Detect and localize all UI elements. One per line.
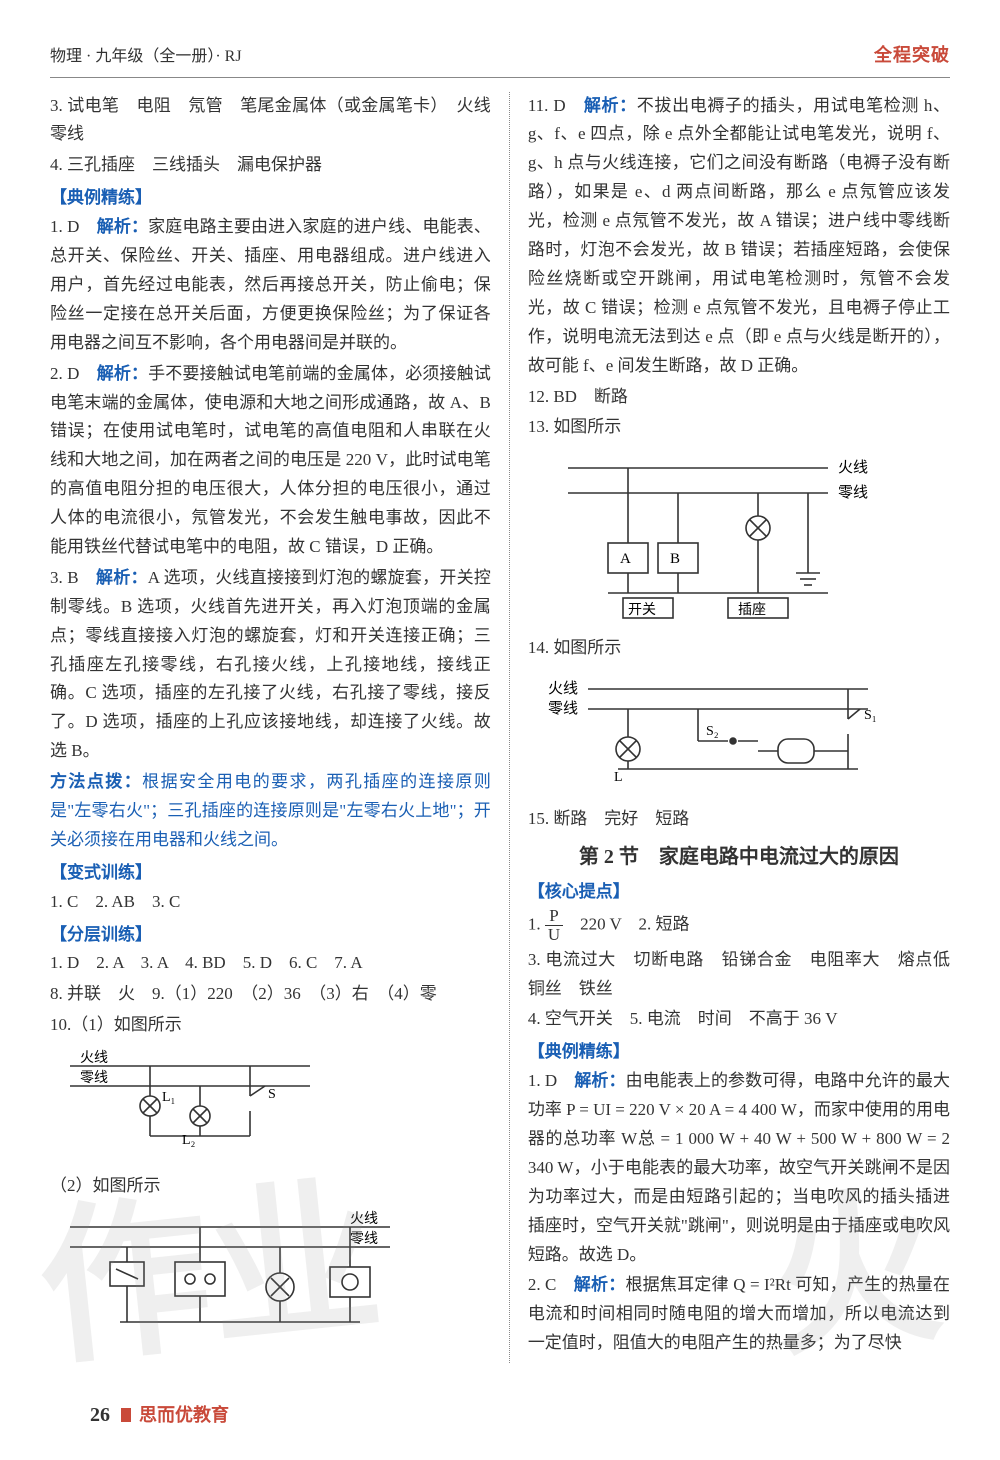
rd2: 2. C 解析：根据焦耳定律 Q = I²Rt 可知，产生的热量在电流和时间相同… <box>528 1271 950 1358</box>
rd1-num: 1. D <box>528 1071 575 1090</box>
bsx-ans: 1. C 2. AB 3. C <box>50 888 491 917</box>
fcx-l1: 1. D 2. A 3. A 4. BD 5. D 6. C 7. A <box>50 949 491 978</box>
f14-s1: S₁ <box>864 708 877 723</box>
f13-kg: 开关 <box>628 602 656 618</box>
hx-3: 3. 电流过大 切断电路 铅锑合金 电阻率大 熔点低 铜丝 铁丝 <box>528 946 950 1004</box>
dl3-body: A 选项，火线直接接到灯泡的螺旋套，开关控制零线。B 选项，火线首先进开关，再入… <box>50 568 491 760</box>
footer-brand: 思而优教育 <box>139 1405 229 1425</box>
rd1-tag: 解析： <box>574 1071 625 1090</box>
dl3-num: 3. B <box>50 568 96 587</box>
footer: 26 思而优教育 <box>90 1398 229 1432</box>
footer-mark-icon <box>121 1408 131 1422</box>
dl1-tag: 解析： <box>97 217 148 236</box>
hx1b: 220 V 2. 短路 <box>563 914 689 933</box>
hx-4: 4. 空气开关 5. 电流 时间 不高于 36 V <box>528 1005 950 1034</box>
right-column: 11. D 解析：不拔出电褥子的插头，用试电笔检测 h、g、f、e 四点，除 e… <box>509 92 950 1363</box>
rd1-body: 由电能表上的参数可得，电路中允许的最大功率 P = UI = 220 V × 2… <box>528 1071 950 1263</box>
header-right: 全程突破 <box>874 40 950 71</box>
page-number: 26 <box>90 1404 110 1426</box>
r14: 14. 如图所示 <box>528 634 950 663</box>
rd1: 1. D 解析：由电能表上的参数可得，电路中允许的最大功率 P = UI = 2… <box>528 1067 950 1269</box>
ans-3: 3. 试电笔 电阻 氖管 笔尾金属体（或金属笔卡） 火线 零线 <box>50 92 491 150</box>
dl-3: 3. B 解析：A 选项，火线直接接到灯泡的螺旋套，开关控制零线。B 选项，火线… <box>50 564 491 766</box>
rd2-tag: 解析： <box>574 1275 626 1294</box>
figure-10-1: 火线 零线 L₁ L₂ S <box>50 1046 350 1166</box>
dl1-num: 1. D <box>50 217 97 236</box>
section-hexin: 【核心提点】 <box>528 878 950 907</box>
fcx-l2: 8. 并联 火 9.（1）220 （2）36 （3）右 （4）零 <box>50 980 491 1009</box>
dl2-num: 2. D <box>50 364 97 383</box>
dl-1: 1. D 解析：家庭电路主要由进入家庭的进户线、电能表、总开关、保险丝、开关、插… <box>50 213 491 357</box>
chapter-2-title: 第 2 节 家庭电路中电流过大的原因 <box>528 840 950 874</box>
lbl10b-hx: 火线 <box>350 1211 378 1227</box>
lbl-lx: 零线 <box>80 1070 108 1086</box>
r11: 11. D 解析：不拔出电褥子的插头，用试电笔检测 h、g、f、e 四点，除 e… <box>528 92 950 381</box>
ffdbk: 方法点拨：根据安全用电的要求，两孔插座的连接原则是"左零右火"；三孔插座的连接原… <box>50 768 491 855</box>
r11-num: 11. D <box>528 96 584 115</box>
fraction: PU <box>545 907 563 944</box>
r11-body: 不拔出电褥子的插头，用试电笔检测 h、g、f、e 四点，除 e 点外全都能让试电… <box>528 96 950 375</box>
frac-num: P <box>545 907 563 926</box>
f14-lx: 零线 <box>548 700 578 717</box>
dl2-body: 手不要接触试电笔前端的金属体，必须接触试电笔末端的金属体，使电源和大地之间形成通… <box>50 364 491 556</box>
page-header: 物理 · 九年级（全一册）· RJ 全程突破 <box>50 40 950 78</box>
r12: 12. BD 断路 <box>528 383 950 412</box>
figure-10-2: 火线 零线 <box>50 1207 410 1357</box>
dl3-tag: 解析： <box>96 568 148 587</box>
hx1a: 1. <box>528 914 545 933</box>
lbl-l2: L₂ <box>182 1133 196 1148</box>
section-fenceng: 【分层训练】 <box>50 921 491 950</box>
lbl10b-lx: 零线 <box>350 1231 378 1247</box>
r15: 15. 断路 完好 短路 <box>528 805 950 834</box>
f13-lx: 零线 <box>838 484 868 501</box>
ffdbk-tag: 方法点拨： <box>50 772 142 791</box>
header-left: 物理 · 九年级（全一册）· RJ <box>50 43 242 70</box>
figure-13: 火线 零线 A B 开关 插座 <box>528 448 908 628</box>
f13-a: A <box>620 551 631 567</box>
two-column-layout: 3. 试电笔 电阻 氖管 笔尾金属体（或金属笔卡） 火线 零线 4. 三孔插座 … <box>50 92 950 1363</box>
f13-b: B <box>670 551 680 567</box>
f14-l: L <box>614 770 623 785</box>
section-bianshi: 【变式训练】 <box>50 859 491 888</box>
f13-cz: 插座 <box>738 602 766 618</box>
fcx-10-2: （2）如图所示 <box>50 1172 491 1201</box>
dl1-body: 家庭电路主要由进入家庭的进户线、电能表、总开关、保险丝、开关、插座、用电器组成。… <box>50 217 491 352</box>
left-column: 3. 试电笔 电阻 氖管 笔尾金属体（或金属笔卡） 火线 零线 4. 三孔插座 … <box>50 92 491 1363</box>
dl2-tag: 解析： <box>97 364 148 383</box>
lbl-hx: 火线 <box>80 1050 108 1066</box>
f13-hx: 火线 <box>838 459 868 476</box>
lbl-l1: L₁ <box>162 1090 175 1105</box>
f14-hx: 火线 <box>548 680 578 697</box>
figure-14: 火线 零线 L S₁ S₂ <box>528 669 908 799</box>
fcx-10-1: 10.（1）如图所示 <box>50 1011 491 1040</box>
section-dianlijinglian: 【典例精练】 <box>50 184 491 213</box>
hx-1: 1. PU 220 V 2. 短路 <box>528 907 950 944</box>
r11-tag: 解析： <box>584 96 637 115</box>
section-dlj-r: 【典例精练】 <box>528 1038 950 1067</box>
rd2-num: 2. C <box>528 1275 574 1294</box>
dl-2: 2. D 解析：手不要接触试电笔前端的金属体，必须接触试电笔末端的金属体，使电源… <box>50 360 491 562</box>
frac-den: U <box>545 926 563 944</box>
ans-4: 4. 三孔插座 三线插头 漏电保护器 <box>50 151 491 180</box>
f14-s2: S₂ <box>706 724 719 739</box>
lbl-s: S <box>268 1087 276 1102</box>
r13: 13. 如图所示 <box>528 413 950 442</box>
